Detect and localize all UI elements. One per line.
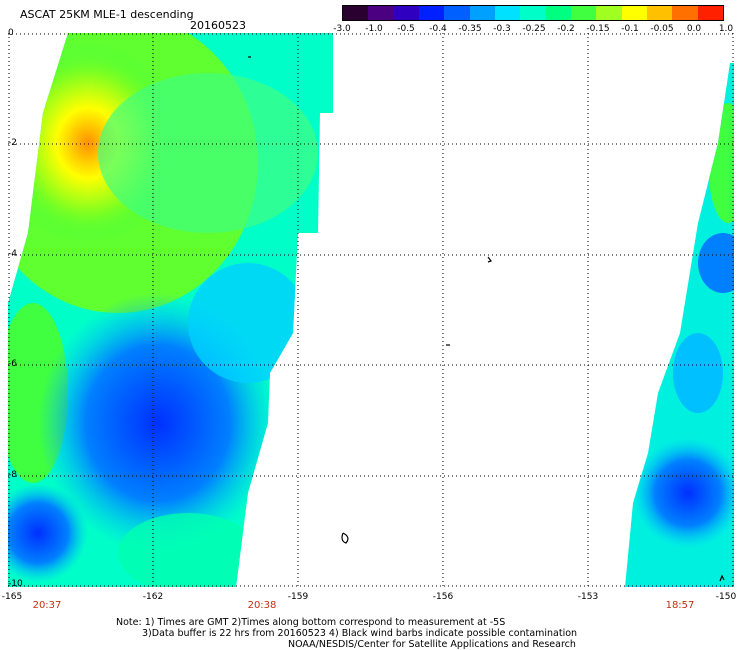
x-label-1: -162: [142, 592, 164, 602]
colorbar-segment-11: [621, 6, 647, 20]
wind-barbs: [248, 56, 725, 582]
colorbar-label-4: -0.35: [458, 24, 482, 34]
note-line-1: Note: 1) Times are GMT 2)Times along bot…: [116, 617, 506, 628]
colorbar-segment-14: [697, 6, 723, 20]
colorbar-segment-2: [393, 6, 419, 20]
y-label-0: 0: [8, 28, 14, 38]
pass-time-left: 20:37: [32, 600, 62, 611]
colorbar-label-5: -0.3: [493, 24, 511, 34]
colorbar-labels: -3.0 -1.0 -0.5 -0.4 -0.35 -0.3 -0.25 -0.2 -0.15 -…: [330, 24, 740, 36]
y-label-2: -4: [8, 249, 17, 259]
chart-title: ASCAT 25KM MLE-1 descending: [20, 8, 194, 21]
x-label-4: -153: [577, 592, 599, 602]
colorbar: [342, 5, 724, 21]
y-label-5: -10: [8, 579, 23, 589]
colorbar-segment-4: [444, 6, 470, 20]
colorbar-segment-1: [368, 6, 394, 20]
note-line-3: NOAA/NESDIS/Center for Satellite Applica…: [288, 639, 576, 650]
colorbar-label-10: -0.05: [650, 24, 674, 34]
colorbar-label-3: -0.4: [429, 24, 447, 34]
colorbar-label-8: -0.15: [586, 24, 610, 34]
graticule: [8, 33, 734, 587]
colorbar-segment-8: [545, 6, 571, 20]
colorbar-segment-5: [469, 6, 495, 20]
colorbar-segment-3: [418, 6, 445, 20]
x-label-2: -159: [287, 592, 309, 602]
swath-map-svg: [8, 33, 734, 587]
x-label-0: -165: [1, 592, 23, 602]
colorbar-label-7: -0.2: [557, 24, 575, 34]
colorbar-label-11: 0.0: [686, 24, 702, 34]
left-swath: [8, 33, 333, 587]
colorbar-label-1: -1.0: [365, 24, 383, 34]
colorbar-label-9: -0.1: [621, 24, 639, 34]
colorbar-segment-12: [646, 6, 673, 20]
colorbar-segment-9: [570, 6, 597, 20]
chart-date: 20160523: [190, 19, 246, 32]
colorbar-label-12: 1.0: [718, 24, 734, 34]
colorbar-segment-7: [520, 6, 546, 20]
colorbar-label-2: -0.5: [397, 24, 415, 34]
x-label-5: -150: [715, 592, 737, 602]
colorbar-label-0: -3.0: [333, 24, 351, 34]
colorbar-segment-10: [596, 6, 622, 20]
pass-time-right: 18:57: [665, 600, 695, 611]
colorbar-segment-13: [672, 6, 698, 20]
colorbar-segment-0: [343, 6, 369, 20]
y-label-3: -6: [8, 359, 17, 369]
colorbar-label-6: -0.25: [522, 24, 546, 34]
y-label-4: -8: [8, 470, 17, 480]
swath-map: [8, 33, 734, 587]
pass-time-middle: 20:38: [247, 600, 277, 611]
x-label-3: -156: [432, 592, 454, 602]
y-label-1: -2: [8, 138, 17, 148]
right-swath: [625, 63, 734, 587]
colorbar-segment-6: [494, 6, 521, 20]
note-line-2: 3)Data buffer is 22 hrs from 20160523 4)…: [142, 628, 578, 639]
